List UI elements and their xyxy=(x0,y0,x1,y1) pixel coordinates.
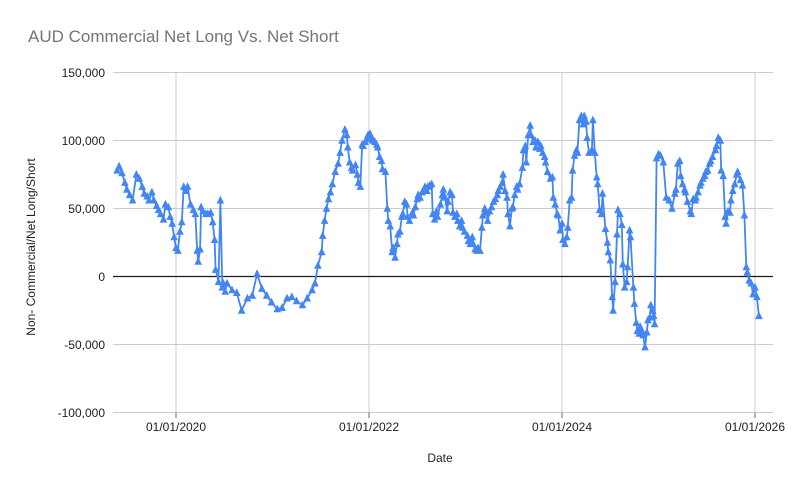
data-series-line[interactable] xyxy=(116,113,760,348)
data-point-markers[interactable] xyxy=(113,111,763,351)
x-axis-title: Date xyxy=(427,451,453,465)
y-axis-title: Non- Commercial/Net Long/Short xyxy=(24,158,38,336)
chart-title: AUD Commercial Net Long Vs. Net Short xyxy=(28,27,339,46)
